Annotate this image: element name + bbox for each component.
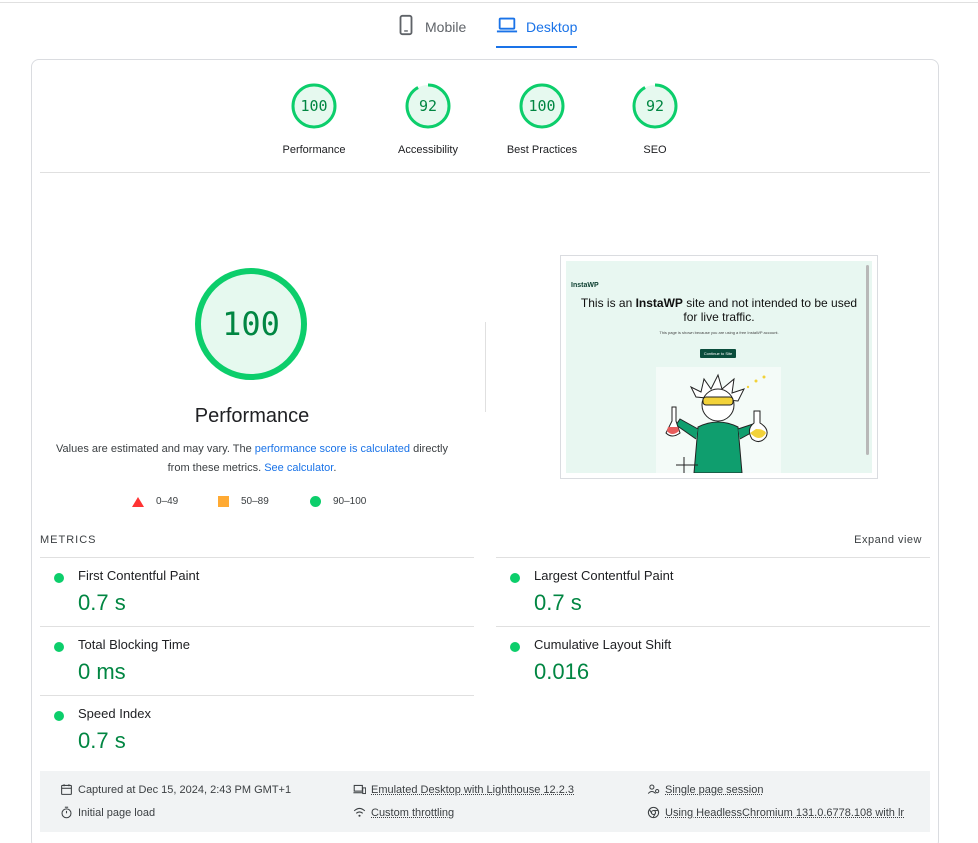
legend-average: 50–89 [218, 496, 269, 507]
runtime-settings: Captured at Dec 15, 2024, 2:43 PM GMT+1 … [40, 771, 930, 832]
captured-at-text: Captured at Dec 15, 2024, 2:43 PM GMT+1 [78, 783, 292, 796]
gauge-best-practices-label: Best Practices [506, 144, 578, 156]
screenshot-content: InstaWP This is an InstaWP site and not … [566, 261, 872, 473]
single-page-session[interactable]: Single page session [647, 783, 763, 796]
perf-desc-text-start: Values are estimated and may vary. The [56, 443, 255, 455]
vertical-divider [485, 322, 486, 412]
perf-desc-text-mid: directly from these metrics. [167, 443, 448, 474]
initial-page-load: Initial page load [60, 806, 155, 819]
gauge-best-practices-ring: 100 [519, 83, 565, 129]
performance-title: Performance [194, 405, 310, 427]
gauges-divider [40, 172, 930, 173]
fail-triangle-icon [132, 496, 144, 507]
metric-total-blocking-time: Total Blocking Time 0 ms [40, 626, 474, 695]
expand-view-button[interactable]: Expand view [854, 534, 922, 546]
metric-value: 0.016 [534, 659, 590, 684]
scientist-illustration-icon [656, 367, 781, 473]
metric-value: 0.7 s [78, 728, 126, 753]
timer-icon [61, 806, 72, 819]
pass-circle-icon [54, 711, 64, 721]
performance-big-score: 100 [222, 305, 280, 343]
screenshot-heading-pre: This is an [580, 296, 636, 310]
gauge-accessibility[interactable]: 92 Accessibility [373, 82, 483, 156]
see-calculator-link[interactable]: See calculator [264, 462, 334, 474]
laptop-icon [496, 17, 518, 33]
gauge-best-practices[interactable]: 100 Best Practices [487, 82, 597, 156]
initial-page-load-text: Initial page load [78, 806, 156, 819]
gauge-performance[interactable]: 100 Performance [259, 82, 369, 156]
legend-pass-range: 90–100 [333, 496, 367, 507]
instawp-logo: InstaWP [571, 282, 599, 289]
single-page-session-text: Single page session [665, 783, 764, 796]
device-tabs: Mobile Desktop [0, 10, 978, 50]
calendar-icon [61, 784, 72, 795]
legend-fail: 0–49 [132, 496, 178, 507]
metric-cumulative-layout-shift: Cumulative Layout Shift 0.016 [496, 626, 930, 695]
legend-pass: 90–100 [310, 496, 366, 507]
screenshot-small-text: This page is shown because you are using… [659, 330, 779, 335]
gauge-performance-ring: 100 [291, 83, 337, 129]
screenshot-scrollbar [866, 265, 869, 455]
person-icon [647, 784, 660, 794]
gauge-accessibility-score: 92 [419, 97, 437, 115]
pass-circle-icon [510, 573, 520, 583]
browser-version-text: Using HeadlessChromium 131.0.6778.108 wi… [665, 806, 905, 819]
metric-title: First Contentful Paint [78, 568, 200, 583]
metric-value: 0.7 s [534, 590, 582, 615]
metric-title: Total Blocking Time [78, 637, 190, 652]
gauge-performance-score: 100 [300, 97, 327, 115]
metric-speed-index: Speed Index 0.7 s [40, 695, 474, 764]
tab-desktop[interactable]: Desktop [496, 14, 578, 48]
gauge-performance-label: Performance [282, 144, 346, 156]
gauge-seo-score: 92 [646, 97, 664, 115]
smartphone-icon [399, 14, 413, 36]
custom-throttling-text: Custom throttling [371, 806, 455, 819]
tab-mobile-label: Mobile [425, 19, 467, 35]
metric-title: Cumulative Layout Shift [534, 637, 672, 652]
wifi-icon [353, 807, 366, 817]
top-divider [0, 2, 978, 3]
screenshot-heading: This is an InstaWP site and not intended… [576, 296, 862, 324]
performance-description: Values are estimated and may vary. The p… [54, 440, 450, 478]
custom-throttling[interactable]: Custom throttling [353, 806, 454, 819]
gauge-best-practices-score: 100 [528, 97, 555, 115]
metric-largest-contentful-paint: Largest Contentful Paint 0.7 s [496, 557, 930, 626]
screenshot-heading-post: site and not intended to be used for liv… [682, 296, 858, 324]
pass-circle-icon [54, 573, 64, 583]
pass-circle-icon [510, 642, 520, 652]
tab-mobile[interactable]: Mobile [395, 14, 466, 48]
metric-title: Speed Index [78, 706, 152, 721]
metrics-header: METRICS [40, 534, 97, 546]
emulated-desktop-text: Emulated Desktop with Lighthouse 12.2.3 [371, 783, 575, 796]
pass-circle-icon [310, 496, 321, 507]
perf-desc-text-end: . [333, 462, 337, 474]
devices-icon [353, 784, 366, 795]
captured-at: Captured at Dec 15, 2024, 2:43 PM GMT+1 [60, 783, 291, 796]
screenshot-heading-bold: InstaWP [635, 296, 683, 310]
pass-circle-icon [54, 642, 64, 652]
chrome-icon [647, 806, 660, 819]
average-square-icon [218, 496, 229, 507]
final-screenshot[interactable]: InstaWP This is an InstaWP site and not … [560, 255, 878, 479]
gauge-seo-ring: 92 [632, 83, 678, 129]
category-gauges: 100 Performance 92 Accessibility 100 Bes… [32, 82, 938, 162]
gauge-accessibility-label: Accessibility [398, 144, 458, 156]
emulated-desktop[interactable]: Emulated Desktop with Lighthouse 12.2.3 [353, 783, 574, 796]
legend-average-range: 50–89 [241, 496, 269, 507]
screenshot-continue-button: Continue to Site [700, 349, 736, 358]
metric-value: 0 ms [78, 659, 126, 684]
metric-title: Largest Contentful Paint [534, 568, 674, 583]
gauge-seo-label: SEO [643, 144, 667, 156]
legend-fail-range: 0–49 [156, 496, 179, 507]
gauge-accessibility-ring: 92 [405, 83, 451, 129]
report-card: 100 Performance 92 Accessibility 100 Bes… [31, 59, 939, 843]
browser-version[interactable]: Using HeadlessChromium 131.0.6778.108 wi… [647, 806, 904, 819]
metric-value: 0.7 s [78, 590, 126, 615]
performance-score-link[interactable]: performance score is calculated [254, 443, 411, 455]
performance-big-gauge: 100 [195, 268, 307, 380]
gauge-seo[interactable]: 92 SEO [600, 82, 710, 156]
score-legend: 0–49 50–89 90–100 [132, 496, 392, 512]
tab-desktop-label: Desktop [526, 19, 578, 35]
metric-first-contentful-paint: First Contentful Paint 0.7 s [40, 557, 474, 626]
